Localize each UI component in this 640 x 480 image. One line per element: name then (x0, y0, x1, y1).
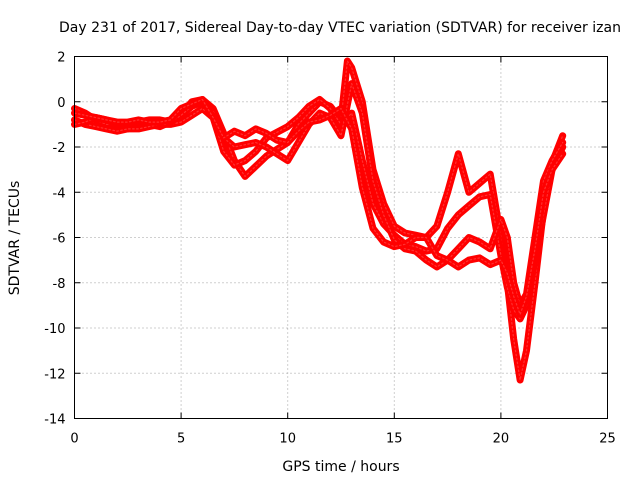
y-tick-label: -2 (53, 141, 66, 156)
x-tick-label: 20 (493, 432, 510, 447)
y-tick-label: -14 (44, 413, 65, 428)
x-tick-label: 25 (599, 432, 616, 447)
y-tick-label: 2 (57, 51, 65, 66)
series-track-b (71, 96, 567, 323)
y-tick-label: -8 (53, 277, 66, 292)
y-tick-label: -6 (53, 232, 66, 247)
y-tick-label: 0 (57, 96, 65, 111)
x-tick-label: 0 (70, 432, 78, 447)
y-tick-label: -10 (44, 322, 65, 337)
series-track-a-markers (73, 60, 564, 381)
x-tick-label: 10 (279, 432, 296, 447)
y-tick-label: -4 (53, 186, 66, 201)
x-axis-label: GPS time / hours (282, 459, 399, 475)
y-axis-label: SDTVAR / TECUs (7, 181, 23, 296)
x-tick-label: 15 (386, 432, 403, 447)
axis-ticks: 0 5 10 15 20 25 -14 -12 -10 -8 -6 -4 -2 0 2 (44, 51, 616, 447)
x-tick-label: 5 (177, 432, 185, 447)
chart-title: Day 231 of 2017, Sidereal Day-to-day VTE… (59, 20, 621, 36)
y-tick-label: -12 (44, 367, 65, 382)
series-layer (71, 57, 567, 384)
series-track-d-markers (73, 98, 564, 315)
series-track-a (71, 57, 567, 384)
